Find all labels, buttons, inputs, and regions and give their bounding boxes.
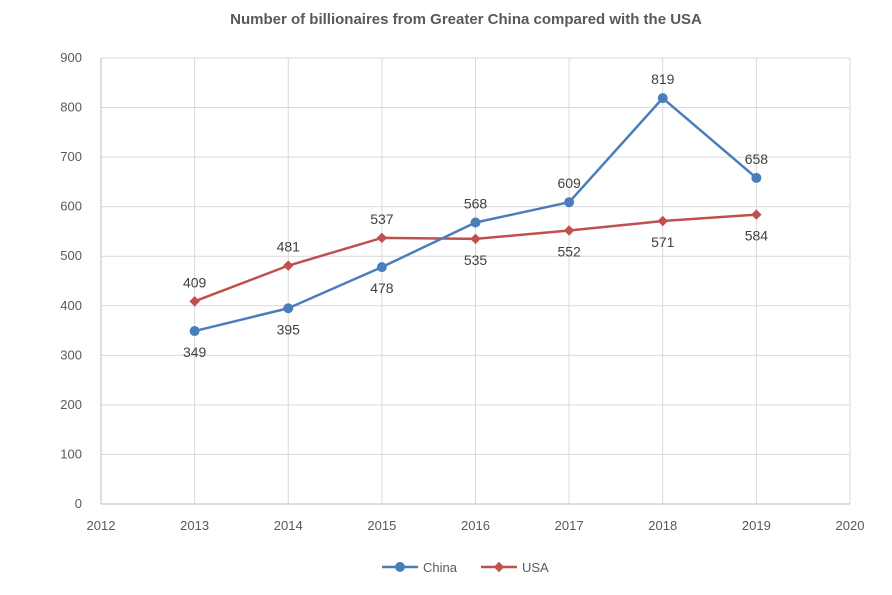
data-point-usa [470, 233, 481, 245]
y-tick-label: 700 [60, 149, 82, 164]
data-label-china: 349 [183, 344, 207, 360]
data-point-usa [376, 232, 388, 244]
data-label-usa: 552 [557, 243, 581, 259]
data-point-china [657, 93, 668, 104]
y-tick-label: 0 [75, 496, 82, 511]
data-point-usa [189, 296, 200, 307]
data-label-china: 658 [745, 151, 769, 167]
data-point-china [283, 303, 294, 314]
data-point-china [564, 197, 575, 208]
data-label-usa: 409 [183, 274, 207, 290]
data-label-layer: 409 481 537 535 552 571 584 349 395 478 568 609 819 6… [183, 71, 768, 360]
x-tick-label: 2015 [367, 518, 396, 533]
y-tick-label: 800 [60, 100, 82, 115]
legend-label-usa: USA [522, 560, 549, 575]
y-tick-label: 500 [60, 248, 82, 263]
x-tick-label: 2020 [836, 518, 865, 533]
data-label-usa: 571 [651, 234, 675, 250]
data-label-usa: 584 [745, 228, 769, 244]
x-tick-label: 2017 [555, 518, 584, 533]
y-tick-label: 600 [60, 199, 82, 214]
data-label-china: 819 [651, 71, 675, 87]
data-label-usa: 481 [277, 239, 301, 255]
data-point-usa [563, 225, 575, 236]
y-tick-label: 300 [60, 347, 82, 362]
data-point-usa [283, 260, 294, 271]
data-point-usa [657, 215, 668, 227]
legend-marker-china [395, 562, 405, 572]
data-point-usa [751, 209, 762, 220]
data-point-china [189, 326, 200, 337]
data-label-china: 478 [370, 280, 394, 296]
x-tick-label: 2013 [180, 518, 209, 533]
grid-layer [101, 57, 851, 504]
x-tick-label: 2014 [274, 518, 303, 533]
data-point-china [470, 217, 481, 228]
legend-item-china: China [382, 560, 458, 575]
y-tick-label: 200 [60, 397, 82, 412]
x-tick-label: 2018 [648, 518, 677, 533]
data-label-china: 609 [557, 175, 581, 191]
data-label-china: 395 [277, 321, 301, 337]
x-tick-label: 2012 [87, 518, 116, 533]
data-label-china: 568 [464, 196, 488, 212]
chart-title: Number of billionaires from Greater Chin… [230, 11, 702, 28]
data-point-china [751, 172, 762, 183]
data-point-china [376, 262, 387, 273]
legend-item-usa: USA [481, 560, 549, 575]
data-label-usa: 535 [464, 252, 488, 268]
axis-layer: 0 100 200 300 400 500 600 700 800 900 2012 2013 2014… [60, 50, 864, 533]
x-tick-label: 2016 [461, 518, 490, 533]
y-tick-label: 900 [60, 50, 82, 65]
legend: China USA [382, 560, 549, 575]
y-tick-label: 400 [60, 298, 82, 313]
data-label-usa: 537 [370, 211, 394, 227]
x-tick-label: 2019 [742, 518, 771, 533]
legend-label-china: China [423, 560, 458, 575]
y-tick-label: 100 [60, 446, 82, 461]
legend-marker-usa [493, 561, 505, 573]
series-layer [189, 93, 762, 337]
